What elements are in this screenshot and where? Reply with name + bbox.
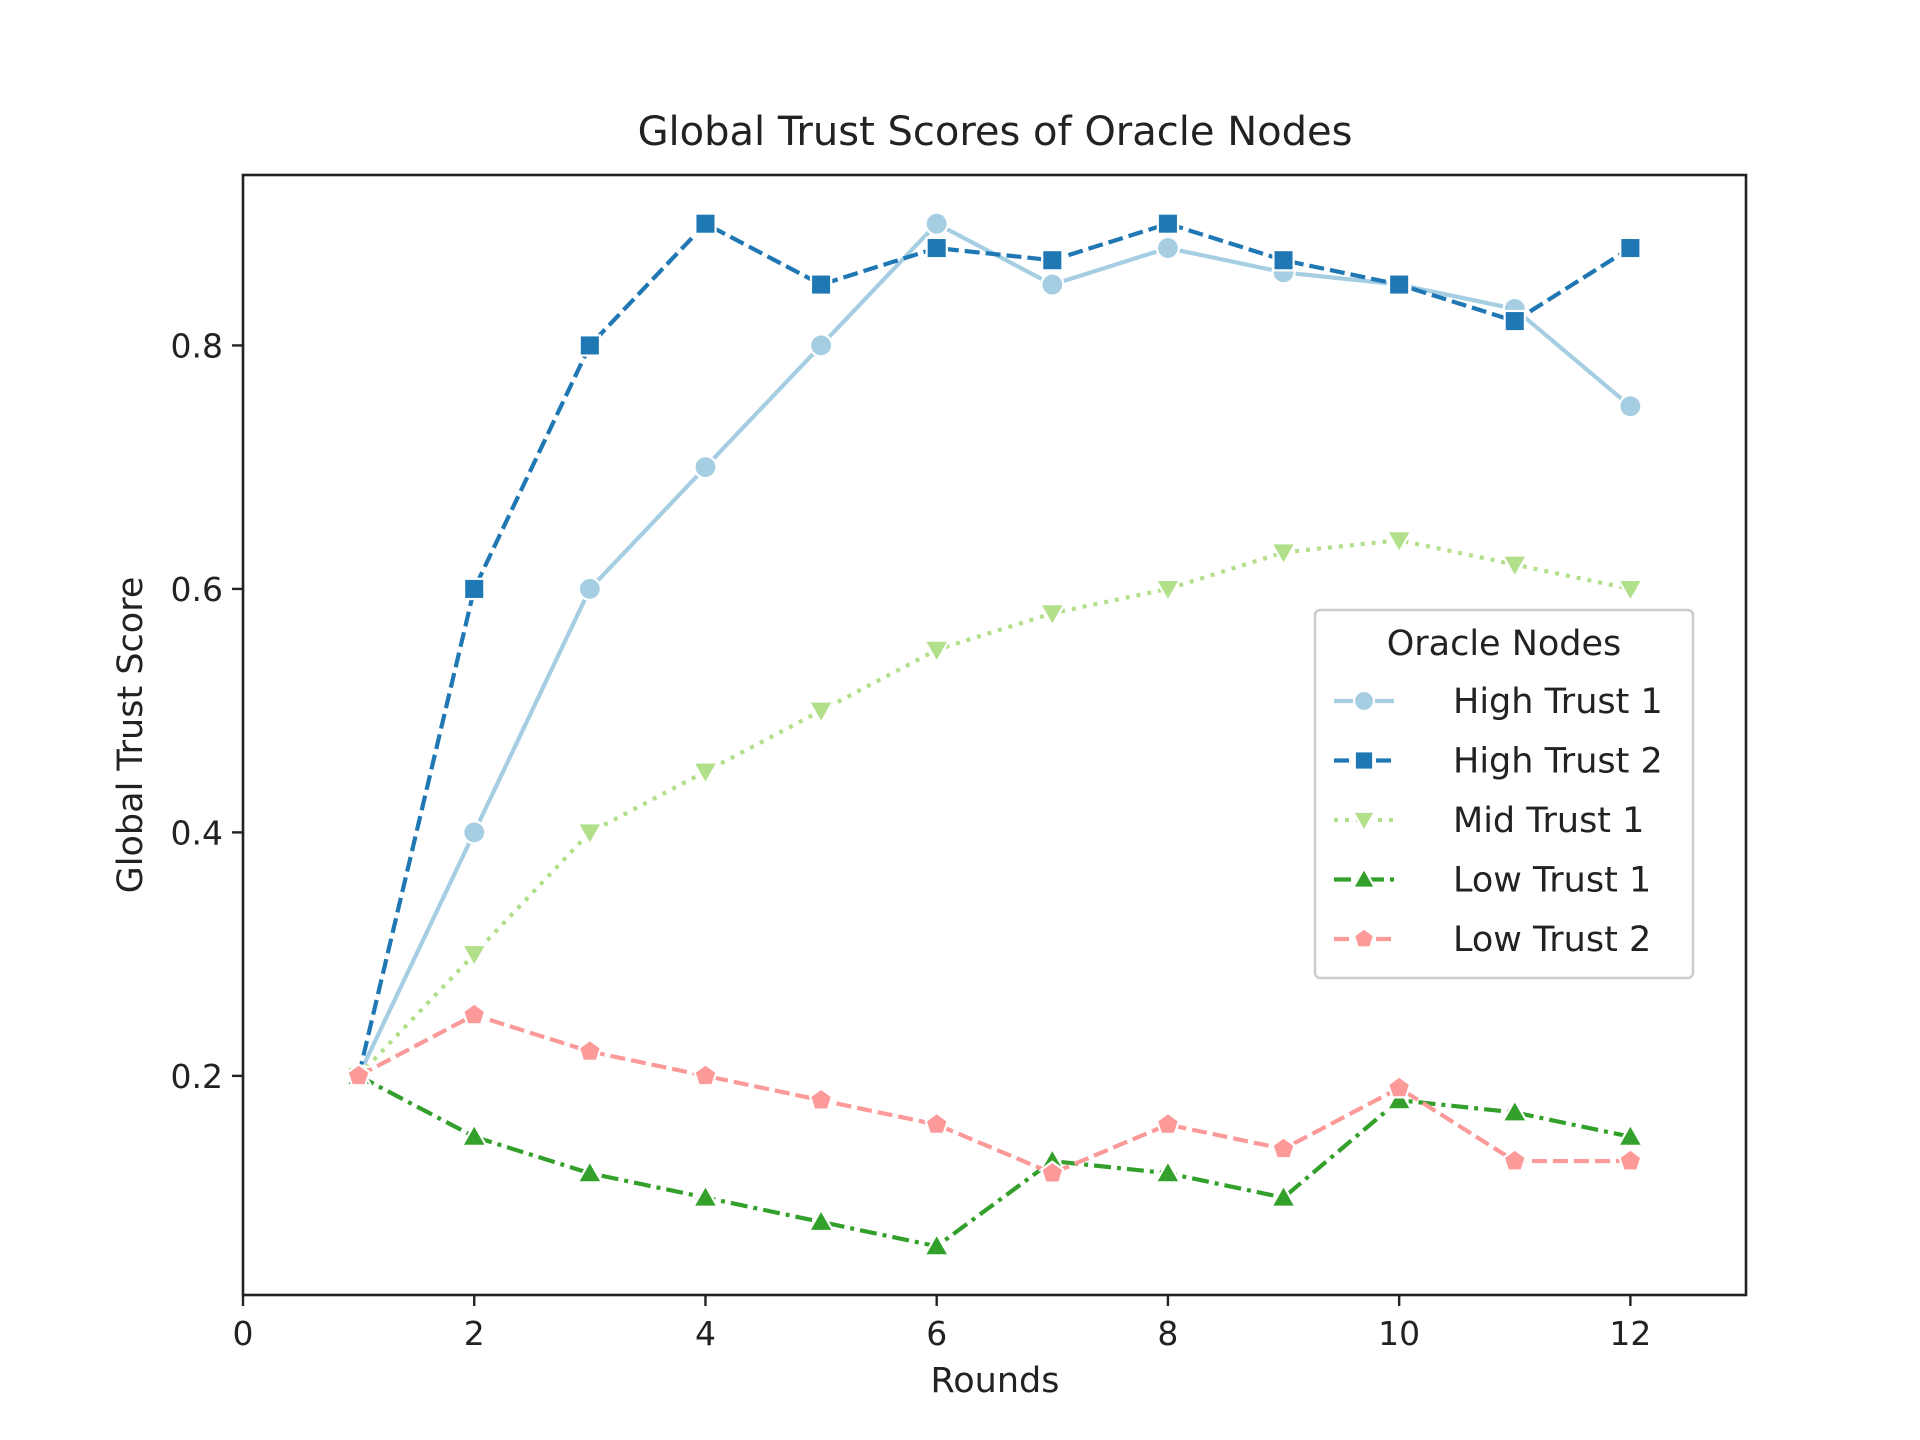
data-point bbox=[1619, 236, 1642, 260]
x-tick-label: 10 bbox=[1378, 1314, 1420, 1353]
x-tick-label: 8 bbox=[1157, 1314, 1178, 1353]
data-point bbox=[807, 700, 836, 725]
data-point bbox=[1272, 248, 1295, 272]
y-tick-label: 0.2 bbox=[171, 1057, 223, 1096]
data-point bbox=[577, 576, 602, 602]
data-point bbox=[578, 334, 602, 357]
data-point bbox=[693, 1062, 718, 1087]
data-point bbox=[691, 761, 720, 786]
data-point bbox=[1616, 578, 1645, 604]
data-point bbox=[1616, 1122, 1645, 1147]
legend-label: High Trust 2 bbox=[1453, 742, 1663, 782]
series-line-3 bbox=[357, 538, 1631, 1078]
x-tick-label: 12 bbox=[1609, 1314, 1651, 1353]
y-tick-label: 0.8 bbox=[171, 326, 223, 365]
series-layer bbox=[344, 211, 1645, 1257]
data-point bbox=[1269, 1183, 1298, 1208]
data-point bbox=[1618, 394, 1643, 419]
legend-marker bbox=[1351, 866, 1377, 889]
series-line-4 bbox=[357, 1074, 1631, 1249]
data-point bbox=[1153, 578, 1182, 604]
data-point bbox=[1387, 273, 1411, 296]
data-point bbox=[924, 211, 949, 236]
legend-label: Low Trust 2 bbox=[1453, 920, 1651, 960]
data-point bbox=[1500, 1098, 1529, 1123]
data-point bbox=[1040, 272, 1065, 297]
data-point bbox=[925, 236, 948, 260]
legend-label: High Trust 1 bbox=[1453, 682, 1663, 722]
plot-frame bbox=[241, 173, 1748, 1297]
legend-marker bbox=[1352, 927, 1376, 949]
data-point bbox=[460, 943, 489, 969]
x-axis-ticks: 0 2 4 6 8 10 12 bbox=[233, 1295, 1651, 1353]
legend-title: Oracle Nodes bbox=[1387, 624, 1622, 664]
data-point bbox=[808, 1087, 834, 1111]
x-axis-label: Rounds bbox=[931, 1361, 1060, 1401]
data-point bbox=[1041, 248, 1064, 272]
data-point bbox=[1269, 542, 1298, 567]
data-point bbox=[1155, 1111, 1181, 1136]
x-tick-label: 2 bbox=[464, 1314, 485, 1353]
data-point bbox=[808, 333, 834, 358]
x-tick-label: 4 bbox=[695, 1314, 716, 1353]
data-point bbox=[462, 820, 487, 845]
data-point bbox=[463, 577, 486, 601]
legend-marker bbox=[1351, 810, 1377, 834]
data-point bbox=[924, 1111, 949, 1136]
data-point bbox=[575, 1158, 604, 1184]
y-tick-label: 0.6 bbox=[171, 570, 223, 609]
data-point bbox=[1271, 1136, 1296, 1160]
data-point bbox=[1156, 212, 1180, 235]
data-point bbox=[691, 1183, 720, 1208]
data-point bbox=[922, 1231, 951, 1257]
data-point bbox=[1153, 1158, 1182, 1184]
data-point bbox=[1386, 1075, 1412, 1099]
legend-label: Low Trust 1 bbox=[1453, 861, 1651, 901]
y-axis-label: Global Trust Score bbox=[111, 577, 151, 894]
data-point bbox=[1618, 1148, 1643, 1172]
series-line-5 bbox=[357, 1012, 1631, 1176]
data-point bbox=[461, 1002, 487, 1026]
data-point bbox=[693, 455, 718, 480]
data-point bbox=[1502, 1148, 1528, 1172]
legend-items: High Trust 1 High Trust 2 Mid Trust 1 Low T… bbox=[1334, 682, 1663, 960]
y-tick-label: 0.4 bbox=[171, 813, 223, 852]
data-point bbox=[1500, 554, 1529, 579]
data-point bbox=[922, 639, 951, 665]
data-point bbox=[1038, 603, 1067, 628]
data-point bbox=[1155, 235, 1181, 261]
legend: Oracle Nodes High Trust 1 High Trust 2 Mid… bbox=[1313, 608, 1695, 980]
x-tick-label: 0 bbox=[233, 1314, 254, 1353]
legend-label: Mid Trust 1 bbox=[1453, 801, 1644, 841]
data-point bbox=[694, 212, 717, 235]
series-line-2 bbox=[356, 221, 1632, 1077]
x-tick-label: 6 bbox=[926, 1314, 947, 1353]
data-point bbox=[1040, 1160, 1065, 1184]
data-point bbox=[1385, 530, 1414, 555]
data-point bbox=[346, 1062, 371, 1087]
data-point bbox=[577, 1038, 603, 1062]
data-point bbox=[809, 273, 833, 296]
data-point bbox=[460, 1122, 489, 1147]
legend-marker bbox=[1353, 750, 1375, 771]
chart-title: Global Trust Scores of Oracle Nodes bbox=[638, 109, 1353, 155]
data-point bbox=[575, 822, 604, 847]
legend-box bbox=[1313, 608, 1695, 980]
legend-marker bbox=[1352, 689, 1376, 713]
data-point bbox=[807, 1207, 836, 1233]
data-point bbox=[1503, 309, 1526, 333]
data-point bbox=[1385, 1085, 1414, 1111]
y-axis-ticks: 0.2 0.4 0.6 0.8 bbox=[171, 326, 243, 1096]
